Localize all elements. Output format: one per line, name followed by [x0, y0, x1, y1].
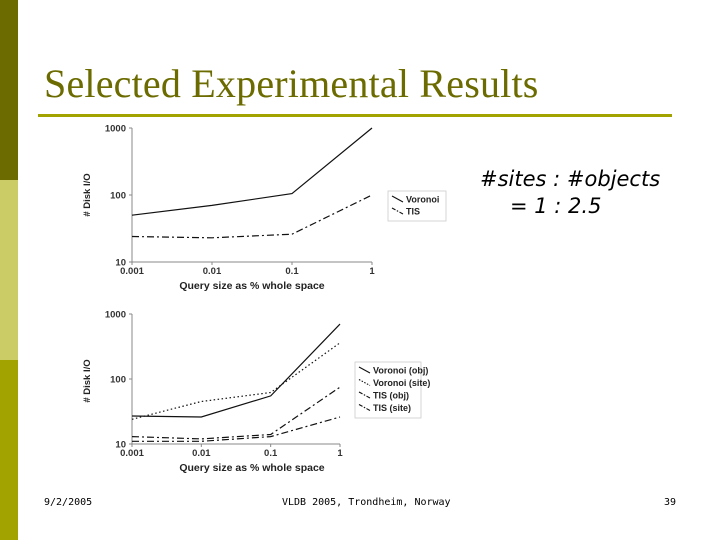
chart-1-series-line: [131, 194, 373, 239]
chart-2-y-tick-label: 100: [110, 375, 126, 386]
chart-2-series-line: [131, 386, 341, 440]
chart-2-series-line: [131, 323, 341, 418]
chart-2-y-tick-label: 10: [115, 440, 126, 451]
chart-1-x-tick-label: 1: [369, 266, 375, 277]
chart-2-x-axis-label: Query size as % whole space: [179, 462, 324, 474]
title-underline: [38, 114, 672, 117]
chart-2-legend-swatch: [358, 391, 371, 399]
chart-2-y-tick-label: 1000: [105, 310, 126, 321]
chart-1-legend-label: Voronoi: [406, 195, 439, 205]
footer-page-number: 39: [664, 497, 677, 508]
chart-2-legend-label: TIS (site): [373, 403, 411, 413]
chart-2-x-tick-label: 0.001: [120, 448, 144, 459]
chart-2-legend-swatch: [358, 366, 371, 374]
chart-1-x-tick-label: 0.01: [203, 266, 222, 277]
chart-1-legend-label: TIS: [406, 207, 420, 217]
ratio-annotation: #sites : #objects = 1 : 2.5: [480, 166, 660, 220]
chart-2-series-line: [132, 416, 341, 442]
sidebar-block-mid: [0, 360, 18, 540]
chart-2-x-tick-label: 0.01: [192, 448, 211, 459]
chart-2-legend-label: Voronoi (site): [373, 378, 430, 388]
chart-2-legend-label: Voronoi (obj): [373, 366, 428, 376]
slide-title: Selected Experimental Results: [44, 61, 539, 106]
chart-2-series-line: [131, 342, 341, 420]
chart-2-y-axis-label: # Disk I/O: [82, 359, 93, 402]
chart-1-legend-swatch: [391, 195, 404, 203]
chart-1-series-line: [131, 127, 373, 216]
footer-conference: VLDB 2005, Trondheim, Norway: [282, 497, 451, 508]
ratio-line-2: = 1 : 2.5: [510, 194, 602, 218]
chart-1-x-tick-label: 0.001: [120, 266, 144, 277]
chart-1-y-tick-label: 10: [115, 258, 126, 269]
chart-1-legend-swatch: [391, 207, 404, 215]
sidebar-block-dark: [0, 0, 18, 180]
chart-2-legend-swatch: [358, 404, 371, 411]
sidebar-block-light: [0, 180, 18, 360]
chart-1-y-tick-label: 1000: [105, 124, 126, 135]
chart-1-y-tick-label: 100: [110, 191, 126, 202]
chart-2-legend-label: TIS (obj): [373, 391, 409, 401]
ratio-line-1: #sites : #objects: [480, 167, 661, 191]
chart-1-x-axis-label: Query size as % whole space: [179, 280, 324, 292]
chart-1-x-tick-label: 0.1: [285, 266, 299, 277]
footer-date: 9/2/2005: [44, 497, 93, 508]
slide-sidebar: [0, 0, 18, 540]
chart-1-y-axis-label: # Disk I/O: [82, 173, 93, 216]
chart-2-x-tick-label: 0.1: [264, 448, 278, 459]
chart-1-legend-box: [387, 190, 447, 222]
chart-2-legend-swatch: [358, 379, 371, 386]
chart-2-x-tick-label: 1: [337, 448, 343, 459]
